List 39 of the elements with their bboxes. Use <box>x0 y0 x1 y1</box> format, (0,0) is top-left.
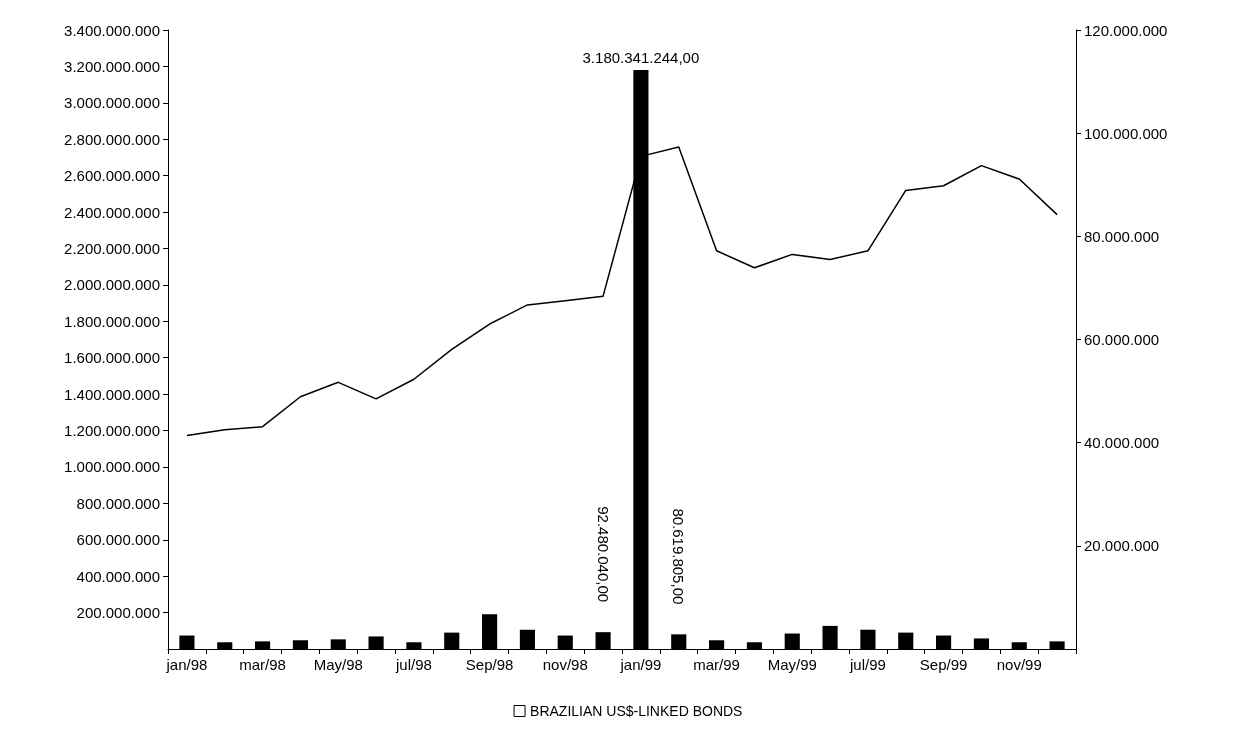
y-tick-label: 1.000.000.000 <box>64 458 160 476</box>
x-tick-label: jan/99 <box>619 656 662 673</box>
x-tick-label: May/98 <box>313 656 363 673</box>
x-tick-label: May/99 <box>767 656 817 673</box>
data-label: 80.619.805,00 <box>670 508 688 605</box>
x-tick-label: mar/98 <box>239 656 286 673</box>
x-tick-label: jul/99 <box>848 656 886 673</box>
y-tick-label: 200.000.000 <box>76 604 160 622</box>
y-tick-label: 3.000.000.000 <box>64 94 160 112</box>
y2-tick-label: 100.000.000 <box>1084 124 1168 142</box>
y-tick-label: 3.400.000.000 <box>64 21 160 39</box>
y-tick-label: 2.000.000.000 <box>64 276 160 294</box>
y-tick-label: 1.800.000.000 <box>64 312 160 330</box>
y2-tick-label: 20.000.000 <box>1084 537 1160 555</box>
y-tick-label: 2.400.000.000 <box>64 203 160 221</box>
y2-tick-label: 120.000.000 <box>1084 21 1168 39</box>
y-tick-label: 1.200.000.000 <box>64 422 160 440</box>
y-tick-label: 1.400.000.000 <box>64 385 160 403</box>
y-tick-label: 800.000.000 <box>76 494 160 512</box>
x-tick-label: Sep/98 <box>465 656 514 673</box>
data-label: 92.480.040,00 <box>594 506 612 603</box>
x-tick-label: nov/98 <box>542 656 588 673</box>
y-tick-label: 600.000.000 <box>76 531 160 549</box>
y-tick-label: 1.600.000.000 <box>64 349 160 367</box>
x-tick-label: nov/99 <box>996 656 1042 673</box>
y2-tick-label: 80.000.000 <box>1084 227 1160 245</box>
legend-label: BRAZILIAN US$-LINKED BONDS <box>530 703 743 719</box>
y-tick-label: 2.600.000.000 <box>64 167 160 185</box>
x-tick-label: Sep/99 <box>919 656 968 673</box>
y2-tick-label: 60.000.000 <box>1084 331 1160 348</box>
data-label: 3.180.341.244,00 <box>582 48 700 66</box>
y-tick-label: 3.200.000.000 <box>64 57 160 75</box>
y2-tick-label: 40.000.000 <box>1084 434 1160 452</box>
y-tick-label: 2.800.000.000 <box>64 130 160 148</box>
y-tick-label: 400.000.000 <box>76 567 160 585</box>
x-tick-label: mar/99 <box>693 656 740 673</box>
y-tick-label: 2.200.000.000 <box>64 239 160 257</box>
x-tick-label: jul/98 <box>394 656 432 673</box>
x-tick-label: jan/98 <box>165 656 208 673</box>
